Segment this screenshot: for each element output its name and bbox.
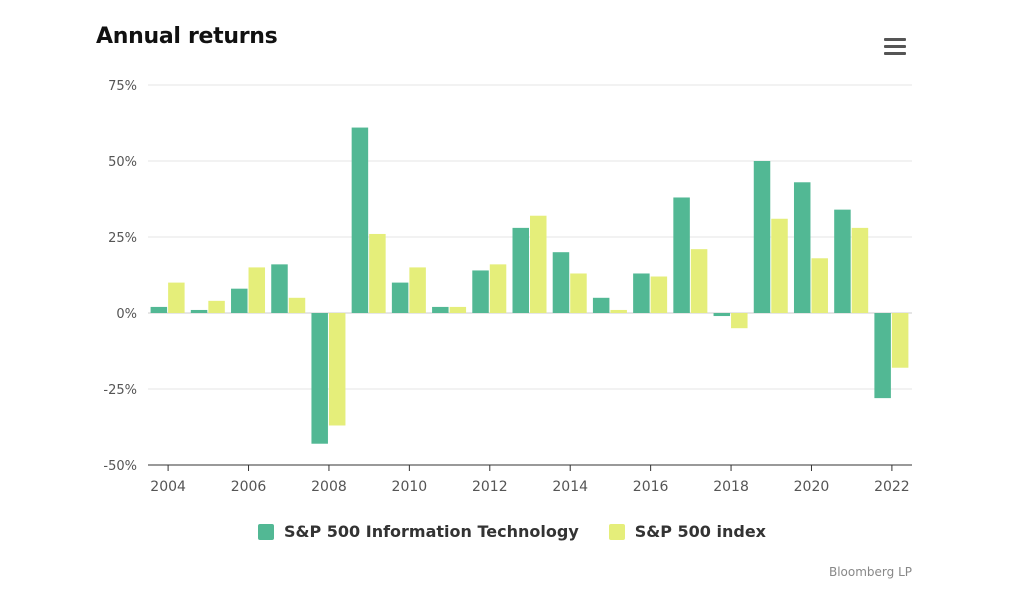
x-tick-label: 2006 (231, 479, 267, 495)
bar-sp500-2011 (449, 306, 467, 313)
chart-title: Annual returns (96, 24, 278, 49)
legend-item-it[interactable]: S&P 500 Information Technology (258, 522, 579, 541)
bar-sp500-2006 (248, 267, 266, 313)
bar-sp500-2005 (208, 300, 225, 313)
bar-it-2013 (512, 227, 529, 313)
bar-sp500-2019 (771, 218, 788, 313)
bar-it-2004 (150, 306, 168, 313)
x-tick-label: 2004 (150, 479, 186, 495)
source-credit: Bloomberg LP (828, 565, 912, 579)
bar-it-2011 (432, 306, 449, 313)
bar-it-2019 (753, 161, 771, 313)
bar-it-2018 (713, 313, 731, 317)
x-tick-label: 2022 (874, 479, 910, 495)
bar-it-2006 (231, 288, 248, 313)
bar-it-2010 (391, 282, 409, 313)
bar-sp500-2016 (650, 276, 668, 313)
bar-sp500-2015 (610, 309, 627, 313)
bar-sp500-2022 (891, 313, 909, 368)
bar-it-2021 (834, 209, 851, 313)
bar-sp500-2014 (570, 273, 587, 313)
bar-sp500-2009 (369, 233, 386, 313)
bar-it-2014 (552, 252, 570, 313)
bar-it-2022 (874, 313, 891, 399)
bar-it-2008 (311, 313, 328, 444)
y-tick-label: 75% (108, 79, 137, 94)
legend-swatch-it (258, 523, 274, 540)
legend-swatch-sp500 (608, 523, 625, 540)
x-tick-label: 2014 (552, 479, 588, 495)
y-tick-label: 25% (108, 231, 137, 246)
bar-it-2015 (592, 297, 610, 313)
bar-sp500-2012 (489, 264, 507, 313)
y-tick-label: 50% (108, 155, 137, 170)
bar-sp500-2004 (168, 282, 185, 313)
y-tick-label: 0% (116, 307, 137, 322)
bar-sp500-2020 (811, 258, 828, 313)
bar-it-2020 (793, 182, 811, 313)
bar-sp500-2008 (328, 313, 346, 426)
bar-it-2016 (633, 273, 650, 313)
x-tick-label: 2010 (392, 479, 428, 495)
bar-sp500-2018 (731, 313, 748, 329)
bar-it-2005 (190, 309, 208, 313)
legend-label-it: S&P 500 Information Technology (284, 522, 579, 541)
x-tick-label: 2008 (311, 479, 347, 495)
legend: S&P 500 Information Technology S&P 500 i… (0, 522, 1024, 541)
x-tick-label: 2020 (794, 479, 830, 495)
hamburger-menu-icon[interactable] (884, 38, 906, 56)
bar-sp500-2021 (851, 227, 869, 313)
legend-item-sp500[interactable]: S&P 500 index (608, 522, 766, 541)
x-tick-label: 2018 (713, 479, 749, 495)
y-tick-label: -50% (103, 459, 137, 474)
bar-it-2009 (351, 127, 369, 313)
legend-label-sp500: S&P 500 index (634, 522, 766, 541)
bar-it-2017 (673, 197, 690, 313)
bar-it-2012 (472, 270, 489, 313)
x-tick-label: 2012 (472, 479, 508, 495)
bar-sp500-2010 (409, 267, 426, 313)
bar-sp500-2017 (690, 249, 708, 313)
bar-sp500-2013 (530, 215, 547, 313)
bar-sp500-2007 (288, 297, 306, 313)
x-tick-label: 2016 (633, 479, 669, 495)
bar-it-2007 (271, 264, 288, 313)
y-tick-label: -25% (103, 383, 137, 398)
